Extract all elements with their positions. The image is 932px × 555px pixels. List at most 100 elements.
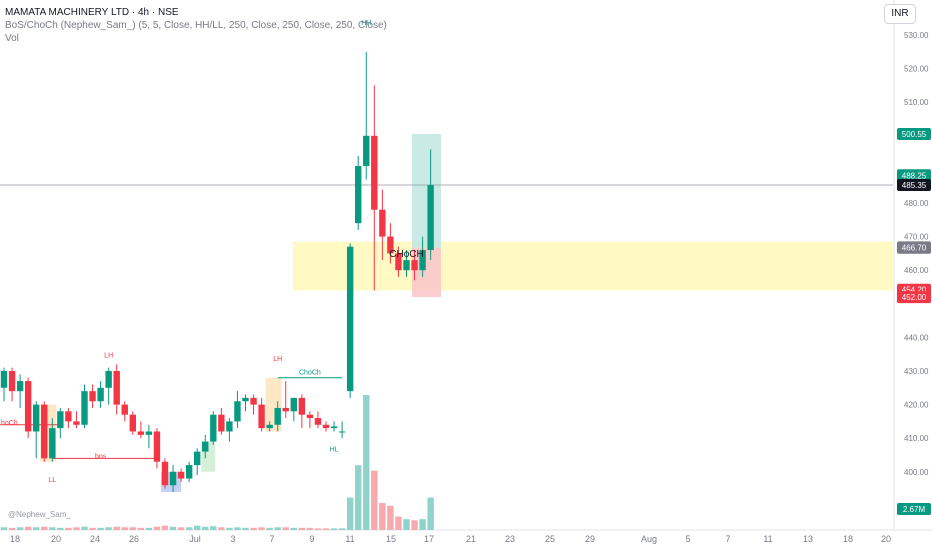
y-tick-label: 520.00 bbox=[904, 65, 929, 74]
volume-bar bbox=[355, 465, 362, 530]
volume-bar bbox=[194, 525, 201, 530]
candle-body bbox=[363, 135, 370, 167]
volume-bar bbox=[129, 527, 136, 530]
volume-value-label: 2.67M bbox=[903, 505, 926, 514]
volume-bar bbox=[121, 527, 128, 530]
candle-body bbox=[89, 391, 96, 402]
candle-body bbox=[153, 431, 161, 462]
volume-bar bbox=[322, 528, 330, 530]
price-label: 452.00 bbox=[902, 293, 927, 302]
x-tick-label: 13 bbox=[803, 534, 813, 544]
volume-bar bbox=[250, 527, 257, 530]
candle-body bbox=[24, 381, 32, 432]
x-tick-label: 29 bbox=[585, 534, 595, 544]
stop-zone bbox=[412, 247, 441, 298]
volume-bar bbox=[298, 527, 306, 530]
candle-body bbox=[242, 397, 249, 402]
volume-bar bbox=[314, 528, 322, 530]
symbol-title[interactable]: MAMATA MACHINERY LTD · 4h · NSE bbox=[5, 7, 179, 18]
candle-body bbox=[322, 424, 330, 429]
candle-body bbox=[355, 166, 362, 224]
candle-body bbox=[403, 260, 410, 271]
volume-bar bbox=[57, 527, 64, 530]
candle-body bbox=[338, 431, 346, 433]
candle-body bbox=[346, 246, 354, 392]
volume-bar bbox=[177, 527, 185, 530]
candle-body bbox=[33, 404, 40, 432]
volume-bar bbox=[403, 519, 410, 530]
volume-bar bbox=[338, 528, 346, 530]
volume-bar bbox=[65, 527, 72, 530]
structure-label: HL bbox=[330, 447, 339, 454]
volume-bar bbox=[33, 527, 40, 530]
candle-body bbox=[258, 404, 265, 429]
volume-bar bbox=[49, 527, 56, 530]
candle-body bbox=[266, 424, 273, 429]
x-tick-label: 15 bbox=[386, 534, 396, 544]
author-watermark: @Nephew_Sam_ bbox=[8, 510, 71, 519]
volume-bar bbox=[411, 520, 418, 530]
volume-bar bbox=[185, 527, 193, 530]
y-tick-label: 530.00 bbox=[904, 31, 929, 40]
x-tick-label: Aug bbox=[641, 534, 657, 544]
price-label: 488.25 bbox=[902, 171, 927, 180]
candle-body bbox=[274, 407, 281, 425]
x-tick-label: 7 bbox=[725, 534, 730, 544]
candle-body bbox=[145, 431, 153, 435]
y-tick-label: 430.00 bbox=[904, 367, 929, 376]
volume-bar bbox=[0, 527, 8, 530]
price-label-bg bbox=[897, 241, 931, 254]
x-tick-label: 3 bbox=[230, 534, 235, 544]
structure-label: HH bbox=[361, 20, 371, 27]
volume-bar bbox=[16, 527, 24, 530]
candle-body bbox=[49, 428, 56, 459]
volume-bar bbox=[242, 527, 249, 530]
candle-body bbox=[387, 236, 394, 254]
candle-body bbox=[185, 465, 193, 479]
candle-body bbox=[113, 371, 120, 405]
candle-body bbox=[330, 426, 338, 429]
volume-value-bg bbox=[897, 503, 931, 515]
x-tick-label: 25 bbox=[545, 534, 555, 544]
price-label: 466.70 bbox=[902, 244, 927, 253]
x-tick-label: 18 bbox=[843, 534, 853, 544]
volume-bar bbox=[153, 526, 161, 530]
volume-bar bbox=[202, 526, 209, 530]
volume-bar bbox=[81, 526, 88, 530]
volume-bar bbox=[218, 527, 225, 530]
volume-bar bbox=[419, 519, 426, 530]
y-tick-label: 470.00 bbox=[904, 233, 929, 242]
volume-bar bbox=[266, 527, 273, 530]
price-label-bg bbox=[897, 179, 931, 192]
x-tick-label: 21 bbox=[466, 534, 476, 544]
structure-label: LH bbox=[104, 353, 113, 360]
candle-body bbox=[419, 250, 426, 271]
volume-bar bbox=[113, 526, 120, 530]
y-tick-label: 410.00 bbox=[904, 434, 929, 443]
structure-label: ChoCh bbox=[299, 369, 321, 376]
y-tick-label: 460.00 bbox=[904, 266, 929, 275]
candle-body bbox=[282, 407, 289, 412]
currency-button[interactable]: INR bbox=[884, 4, 916, 24]
candle-body bbox=[81, 391, 88, 425]
candle-body bbox=[226, 421, 233, 432]
volume-bar bbox=[274, 527, 281, 530]
volume-bar bbox=[24, 526, 32, 530]
supply-demand-zone bbox=[293, 241, 893, 291]
volume-bar bbox=[282, 527, 289, 530]
x-tick-label: 26 bbox=[129, 534, 139, 544]
indicator-label[interactable]: BoS/ChoCh (Nephew_Sam_) (5, 5, Close, HH… bbox=[5, 20, 387, 31]
candle-body bbox=[177, 471, 185, 479]
candle-body bbox=[234, 401, 241, 422]
volume-label[interactable]: Vol bbox=[5, 33, 19, 44]
y-tick-label: 510.00 bbox=[904, 98, 929, 107]
volume-bar bbox=[169, 526, 177, 530]
candle-body bbox=[379, 209, 386, 237]
candle-body bbox=[202, 441, 209, 452]
x-tick-label: Jul bbox=[189, 534, 201, 544]
volume-bar bbox=[234, 527, 241, 530]
volume-bar bbox=[145, 527, 153, 530]
candle-body bbox=[73, 421, 80, 425]
